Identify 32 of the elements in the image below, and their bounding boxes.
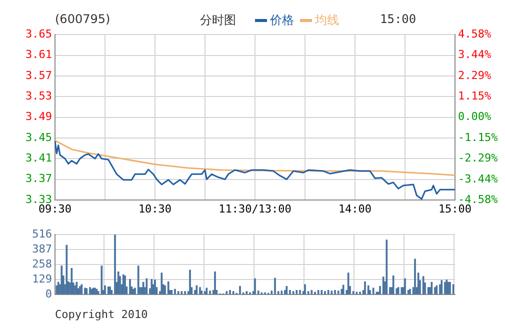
text: 15:00 xyxy=(380,12,416,26)
y2-tick-label: -3.44% xyxy=(458,172,498,186)
chart-subtitle: (600795) xyxy=(55,12,110,26)
text: Copyright 2010 xyxy=(55,308,148,321)
y2-tick-label: 2.29% xyxy=(458,68,492,82)
legend-label: 均线 xyxy=(315,12,339,29)
y-tick-label: 3.41 xyxy=(26,152,52,165)
y-tick-label: 387 xyxy=(32,242,52,256)
y2-tick-label: -1.15% xyxy=(458,130,498,144)
y-tick-label: 0 xyxy=(45,287,52,300)
y2-tick-label: 3.44% xyxy=(458,48,492,62)
x-tick-label: 11:30/13:00 xyxy=(218,202,292,216)
x-tick-label: 14:00 xyxy=(338,202,372,216)
y-tick-label: 258 xyxy=(32,257,52,270)
y-tick-label: 3.57 xyxy=(26,68,52,82)
y2-tick-label: 1.15% xyxy=(458,89,492,102)
y2-tick-label: -2.29% xyxy=(458,152,498,165)
chart-title: 分时图 xyxy=(200,12,236,29)
x-tick-label: 09:30 xyxy=(38,202,72,216)
y-tick-label: 3.37 xyxy=(26,172,52,186)
x-tick-label: 10:30 xyxy=(138,202,172,216)
x-tick-label: 15:00 xyxy=(438,202,472,216)
y-tick-label: 3.61 xyxy=(26,48,52,62)
y-tick-label: 3.49 xyxy=(26,110,52,124)
y2-tick-label: 0.00% xyxy=(458,110,492,124)
y-tick-label: 3.65 xyxy=(26,27,52,40)
y-tick-label: 129 xyxy=(32,272,52,286)
legend-label: 价格 xyxy=(270,12,294,29)
y2-tick-label: 4.58% xyxy=(458,27,492,40)
y-tick-label: 3.53 xyxy=(26,89,52,102)
y-tick-label: 3.45 xyxy=(26,130,52,144)
y-tick-label: 516 xyxy=(32,227,52,240)
